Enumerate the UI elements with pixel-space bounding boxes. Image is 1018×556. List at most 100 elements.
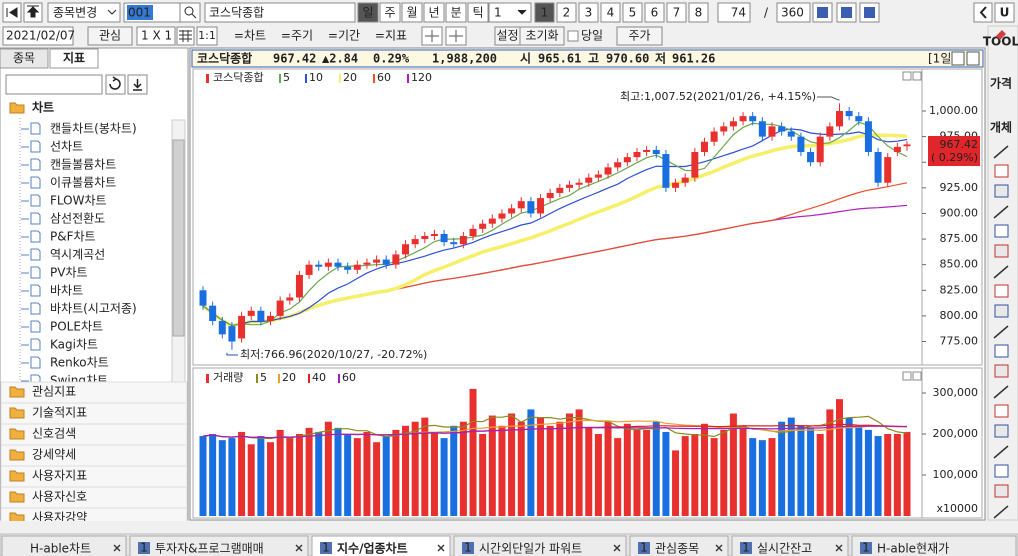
folder-label[interactable]: 기술적지표 — [32, 406, 87, 420]
folder-label[interactable]: 사용자지표 — [32, 469, 87, 483]
tree-item-label[interactable]: POLE차트 — [50, 320, 103, 334]
grid-button[interactable] — [176, 26, 195, 46]
pane-button[interactable] — [912, 371, 922, 381]
tab[interactable] — [129, 535, 309, 556]
tree-item-label[interactable]: FLOW차트 — [50, 194, 107, 208]
page-button[interactable] — [534, 2, 555, 23]
date-box[interactable] — [2, 26, 74, 46]
tree-item[interactable]: 선차트 — [21, 140, 83, 154]
today-checkbox[interactable] — [567, 30, 579, 42]
page-label[interactable]: 4 — [607, 6, 615, 20]
period-button[interactable] — [445, 2, 467, 23]
tree-item[interactable]: PV차트 — [21, 266, 88, 280]
folder-label[interactable]: 사용자강약 — [32, 510, 87, 525]
tree-item-label[interactable]: 선차트 — [50, 140, 83, 154]
label[interactable]: 1:1 — [198, 29, 216, 42]
tab-label[interactable]: 실시간잔고 — [757, 542, 812, 556]
tab[interactable] — [851, 535, 1017, 556]
tool-icon[interactable] — [994, 184, 1009, 198]
page-label[interactable]: 7 — [673, 6, 681, 20]
left-tab-label[interactable]: 종목 — [13, 51, 35, 65]
tab-label[interactable]: 투자자&프로그램매매 — [155, 542, 264, 556]
page-label[interactable]: 3 — [585, 6, 593, 20]
page-button[interactable] — [600, 2, 621, 23]
tool-icon[interactable] — [994, 164, 1009, 178]
reset-button[interactable] — [519, 26, 565, 46]
left-tab[interactable] — [49, 48, 99, 69]
tree-item[interactable]: 캔들볼륨차트 — [21, 158, 116, 172]
tree-item-label[interactable]: PV차트 — [50, 266, 88, 280]
folder-label[interactable]: 관심지표 — [32, 385, 76, 399]
tree-item-label[interactable]: 캔들차트(봉차트) — [50, 122, 137, 136]
period-label[interactable]: 틱 — [472, 6, 483, 20]
page-label[interactable]: 2 — [563, 6, 571, 20]
tool-icon[interactable] — [994, 484, 1009, 498]
left-tab[interactable] — [0, 48, 49, 69]
period-label[interactable]: 일 — [362, 6, 373, 20]
tree-item[interactable]: 삼선전환도 — [21, 212, 105, 226]
tree-item[interactable]: P&F차트 — [21, 230, 96, 244]
watch-button[interactable] — [87, 26, 133, 46]
tree-item[interactable]: 바차트 — [21, 284, 83, 298]
u-label[interactable]: U — [1000, 6, 1010, 20]
tab[interactable] — [731, 535, 849, 556]
left-tab-label[interactable]: 지표 — [63, 50, 85, 65]
pane-button[interactable] — [902, 371, 912, 381]
tab-label[interactable]: H-able차트 — [30, 542, 91, 556]
tool-icon[interactable] — [994, 244, 1009, 258]
tree-item[interactable]: 캔들차트(봉차트) — [21, 122, 137, 136]
page-button[interactable] — [666, 2, 687, 23]
tree-item[interactable]: FLOW차트 — [21, 194, 107, 208]
tree-item-label[interactable]: Kagi차트 — [50, 338, 98, 352]
tab[interactable] — [629, 535, 729, 556]
tree-item-label[interactable]: Renko차트 — [50, 356, 109, 370]
tree-item-label[interactable]: 삼선전환도 — [50, 212, 105, 226]
tab[interactable] — [311, 535, 451, 556]
page-label[interactable]: 1 — [541, 6, 549, 20]
panel-tab[interactable]: =기간 — [328, 29, 360, 43]
tool-label[interactable]: 개체 — [990, 120, 1012, 135]
period-button[interactable] — [379, 2, 401, 23]
tab-label[interactable]: 관심종목 — [655, 542, 699, 556]
tree-item-label[interactable]: 캔들볼륨차트 — [50, 158, 116, 172]
panel-tab[interactable]: =차트 — [234, 29, 266, 43]
folder-row[interactable] — [0, 444, 188, 467]
tree-item[interactable]: Kagi차트 — [21, 338, 98, 352]
window-button[interactable] — [951, 51, 965, 66]
tab[interactable] — [453, 535, 627, 556]
page-button[interactable] — [622, 2, 643, 23]
tool-icon[interactable] — [994, 344, 1009, 358]
folder-row[interactable] — [0, 381, 188, 404]
tree-item-label[interactable]: 이큐볼륨차트 — [50, 176, 116, 190]
period-button[interactable] — [357, 2, 379, 23]
refresh-button[interactable] — [105, 74, 126, 95]
period-label[interactable]: 주 — [384, 6, 395, 20]
tool-icon[interactable] — [994, 224, 1009, 238]
tool-label[interactable]: 가격 — [990, 76, 1012, 91]
tree-item[interactable]: 이큐볼륨차트 — [21, 176, 116, 190]
tab-label[interactable]: 시간외단일가 파워트 — [479, 542, 582, 556]
panel-tab[interactable]: =주기 — [281, 29, 313, 43]
tab-label[interactable]: H-able현재가 — [877, 542, 949, 556]
count-input[interactable] — [717, 2, 751, 23]
folder-label[interactable]: 사용자신호 — [32, 490, 87, 504]
page-button[interactable] — [688, 2, 709, 23]
prev-button[interactable] — [973, 2, 993, 23]
search-input[interactable] — [5, 74, 103, 95]
folder-row[interactable] — [0, 486, 188, 509]
tree-item-label[interactable]: 바차트 — [50, 284, 83, 298]
tool-icon[interactable] — [994, 404, 1009, 418]
page-button[interactable] — [578, 2, 599, 23]
ratio-button[interactable] — [196, 26, 218, 46]
tree-item[interactable]: 역시계곡선 — [21, 248, 105, 262]
page-label[interactable]: 8 — [695, 6, 703, 20]
tree-item-label[interactable]: 역시계곡선 — [50, 248, 105, 262]
price-button[interactable] — [616, 26, 663, 46]
stock-combo[interactable] — [47, 2, 121, 23]
period-label[interactable]: 분 — [450, 6, 461, 20]
period-button[interactable] — [401, 2, 423, 23]
scroll-thumb[interactable] — [172, 139, 185, 337]
tool-label[interactable]: TOOL — [983, 35, 1018, 49]
period-button[interactable] — [467, 2, 489, 23]
unit-select[interactable] — [488, 2, 532, 23]
